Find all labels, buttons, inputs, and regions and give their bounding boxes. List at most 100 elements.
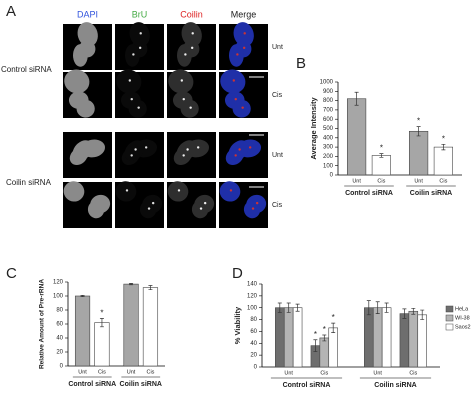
column-header: BrU xyxy=(132,9,148,19)
x-tick-label: Cis xyxy=(98,369,106,375)
legend-swatch xyxy=(445,314,454,322)
focus xyxy=(234,154,237,157)
significance-marker: * xyxy=(417,117,420,126)
bar xyxy=(292,307,303,368)
group-label: Control siRNA xyxy=(345,190,393,197)
x-tick-label: Unt xyxy=(127,369,136,375)
bar xyxy=(74,295,91,367)
bar xyxy=(372,307,383,368)
column-header: Merge xyxy=(231,9,257,19)
nucleus xyxy=(63,181,85,202)
legend-label: Saos2 xyxy=(455,324,471,330)
nucleus xyxy=(76,99,95,118)
y-tick-label: 120 xyxy=(53,280,64,286)
focus xyxy=(151,201,155,205)
x-tick-label: Cis xyxy=(320,370,328,376)
error-bar xyxy=(375,301,380,314)
nucleus xyxy=(125,44,140,67)
nucleus xyxy=(115,181,137,202)
error-bar xyxy=(80,294,85,298)
legend-swatch xyxy=(445,323,454,331)
bar xyxy=(408,310,419,368)
focus xyxy=(125,189,129,192)
error-bar xyxy=(129,283,134,286)
nucleus xyxy=(168,69,194,94)
y-tick-label: 900 xyxy=(323,89,334,95)
panel-label: C xyxy=(6,265,17,282)
focus xyxy=(238,148,241,151)
y-tick-label: 200 xyxy=(323,154,334,160)
x-tick-label: Unt xyxy=(284,370,293,376)
error-bar xyxy=(402,308,407,319)
x-tick-label: Unt xyxy=(78,369,87,375)
condition-label: Unt xyxy=(272,152,283,159)
y-tick-label: 80 xyxy=(250,317,257,323)
y-tick-label: 40 xyxy=(56,336,63,342)
error-bar xyxy=(148,285,153,291)
focus xyxy=(242,46,246,50)
nucleus xyxy=(243,200,261,219)
nucleus xyxy=(232,99,251,118)
error-bar xyxy=(295,303,300,312)
error-bar xyxy=(313,339,318,352)
nucleus xyxy=(228,140,249,161)
focus xyxy=(180,79,184,82)
y-tick-label: 60 xyxy=(250,329,257,335)
error-bar xyxy=(411,307,416,315)
y-tick-label: 100 xyxy=(53,294,64,300)
x-tick-label: Cis xyxy=(377,178,385,184)
y-tick-label: 20 xyxy=(250,353,257,359)
nucleus xyxy=(77,22,98,47)
y-tick-label: 500 xyxy=(323,126,334,132)
y-tick-label: 700 xyxy=(323,107,334,113)
condition-label: Cis xyxy=(272,202,283,209)
panel-label: A xyxy=(6,3,16,20)
y-tick-label: 100 xyxy=(247,305,258,311)
focus xyxy=(182,97,185,101)
focus xyxy=(130,154,133,157)
bar xyxy=(433,146,454,176)
nucleus xyxy=(191,200,209,219)
focus xyxy=(191,32,194,35)
focus xyxy=(241,106,244,109)
bar xyxy=(123,283,139,367)
focus xyxy=(177,189,181,192)
nucleus xyxy=(129,22,150,47)
error-bar xyxy=(354,91,359,106)
focus xyxy=(189,106,192,109)
y-axis-title: Average Intensity xyxy=(309,97,318,160)
nucleus xyxy=(180,99,199,118)
bar xyxy=(319,337,330,368)
focus xyxy=(184,53,187,56)
nucleus xyxy=(167,181,189,202)
bar xyxy=(417,314,427,368)
focus xyxy=(203,201,207,205)
error-bar xyxy=(322,334,327,342)
y-tick-label: 400 xyxy=(323,135,334,141)
bar xyxy=(381,307,392,368)
focus xyxy=(199,207,203,210)
focus xyxy=(130,97,133,101)
focus xyxy=(139,32,142,35)
y-tick-label: 300 xyxy=(323,145,334,151)
focus xyxy=(182,154,185,157)
group-label: Coilin siRNA xyxy=(6,178,52,187)
nucleus xyxy=(87,200,105,219)
y-tick-label: 100 xyxy=(323,163,334,169)
y-tick-label: 80 xyxy=(56,308,63,314)
y-tick-label: 1000 xyxy=(320,80,334,86)
y-axis-title: Relative Amount of Pre-rRNA xyxy=(39,279,46,369)
focus xyxy=(251,207,255,210)
bar xyxy=(346,98,367,176)
significance-marker: * xyxy=(323,325,326,334)
bar xyxy=(408,130,429,176)
focus xyxy=(138,46,142,50)
group-label: Control siRNA xyxy=(283,382,331,389)
focus xyxy=(232,79,236,82)
group-label: Coilin siRNA xyxy=(410,190,452,197)
y-axis-title: % Viability xyxy=(233,306,242,344)
bar xyxy=(371,155,392,176)
nucleus xyxy=(116,69,142,94)
x-tick-label: Cis xyxy=(439,178,447,184)
